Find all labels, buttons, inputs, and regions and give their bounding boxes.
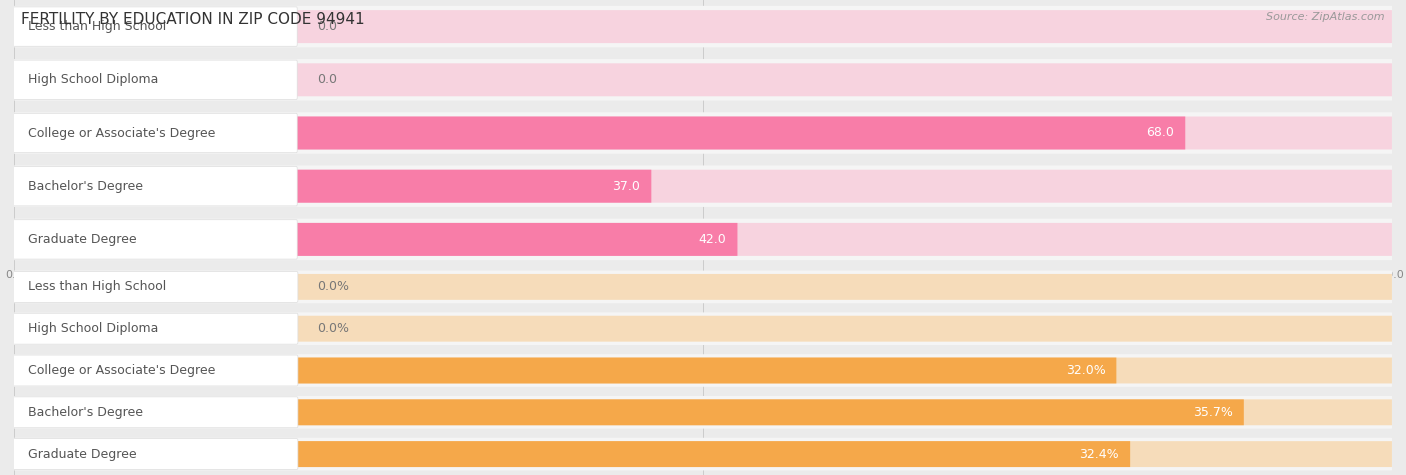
Text: Source: ZipAtlas.com: Source: ZipAtlas.com <box>1267 12 1385 22</box>
FancyBboxPatch shape <box>13 397 298 428</box>
Text: 32.0%: 32.0% <box>1066 364 1105 377</box>
Text: 0.0: 0.0 <box>318 73 337 86</box>
FancyBboxPatch shape <box>14 114 297 152</box>
Text: Graduate Degree: Graduate Degree <box>28 447 136 461</box>
FancyBboxPatch shape <box>13 438 1393 470</box>
FancyBboxPatch shape <box>14 6 1392 48</box>
Text: 35.7%: 35.7% <box>1192 406 1233 419</box>
Text: Bachelor's Degree: Bachelor's Degree <box>28 180 143 193</box>
FancyBboxPatch shape <box>13 438 298 470</box>
FancyBboxPatch shape <box>14 223 1392 256</box>
Text: 32.4%: 32.4% <box>1080 447 1119 461</box>
FancyBboxPatch shape <box>13 396 1393 428</box>
Text: High School Diploma: High School Diploma <box>28 322 159 335</box>
FancyBboxPatch shape <box>14 170 1392 203</box>
Text: Less than High School: Less than High School <box>28 280 166 294</box>
FancyBboxPatch shape <box>14 112 1392 154</box>
FancyBboxPatch shape <box>14 220 297 259</box>
FancyBboxPatch shape <box>14 7 297 46</box>
FancyBboxPatch shape <box>14 218 1392 260</box>
Text: 0.0%: 0.0% <box>318 322 349 335</box>
Text: FERTILITY BY EDUCATION IN ZIP CODE 94941: FERTILITY BY EDUCATION IN ZIP CODE 94941 <box>21 12 364 27</box>
FancyBboxPatch shape <box>14 441 1130 467</box>
FancyBboxPatch shape <box>14 59 1392 101</box>
Text: Less than High School: Less than High School <box>28 20 166 33</box>
FancyBboxPatch shape <box>14 358 1116 383</box>
Text: 0.0%: 0.0% <box>318 280 349 294</box>
FancyBboxPatch shape <box>14 399 1244 425</box>
FancyBboxPatch shape <box>14 358 1392 383</box>
FancyBboxPatch shape <box>13 355 298 386</box>
FancyBboxPatch shape <box>14 165 1392 207</box>
FancyBboxPatch shape <box>14 170 651 203</box>
Text: 42.0: 42.0 <box>699 233 727 246</box>
Text: 37.0: 37.0 <box>613 180 640 193</box>
FancyBboxPatch shape <box>13 271 1393 303</box>
FancyBboxPatch shape <box>14 274 1392 300</box>
FancyBboxPatch shape <box>13 271 298 303</box>
FancyBboxPatch shape <box>14 316 1392 342</box>
FancyBboxPatch shape <box>13 354 1393 387</box>
FancyBboxPatch shape <box>14 167 297 206</box>
Text: 0.0: 0.0 <box>318 20 337 33</box>
FancyBboxPatch shape <box>14 63 1392 96</box>
Text: College or Associate's Degree: College or Associate's Degree <box>28 126 215 140</box>
FancyBboxPatch shape <box>13 313 1393 345</box>
FancyBboxPatch shape <box>14 399 1392 425</box>
FancyBboxPatch shape <box>14 441 1392 467</box>
FancyBboxPatch shape <box>14 10 1392 43</box>
Text: Graduate Degree: Graduate Degree <box>28 233 136 246</box>
FancyBboxPatch shape <box>14 116 1185 150</box>
Text: 68.0: 68.0 <box>1146 126 1174 140</box>
FancyBboxPatch shape <box>14 223 738 256</box>
FancyBboxPatch shape <box>13 313 298 344</box>
Text: Bachelor's Degree: Bachelor's Degree <box>28 406 143 419</box>
FancyBboxPatch shape <box>14 60 297 99</box>
Text: High School Diploma: High School Diploma <box>28 73 159 86</box>
Text: College or Associate's Degree: College or Associate's Degree <box>28 364 215 377</box>
FancyBboxPatch shape <box>14 116 1392 150</box>
